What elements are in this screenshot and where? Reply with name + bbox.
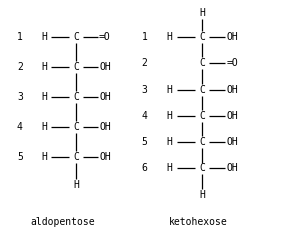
Text: 4: 4 <box>17 122 23 132</box>
Text: H: H <box>167 137 173 147</box>
Text: C: C <box>74 152 79 162</box>
Text: 1: 1 <box>142 32 147 42</box>
Text: H: H <box>200 190 205 200</box>
Text: C: C <box>74 122 79 132</box>
Text: OH: OH <box>226 85 238 95</box>
Text: C: C <box>74 32 79 42</box>
Text: C: C <box>74 92 79 102</box>
Text: OH: OH <box>226 137 238 147</box>
Text: 2: 2 <box>142 58 147 68</box>
Text: =O: =O <box>226 58 238 68</box>
Text: H: H <box>74 180 79 190</box>
Text: OH: OH <box>226 163 238 174</box>
Text: H: H <box>41 62 47 72</box>
Text: OH: OH <box>226 32 238 42</box>
Text: aldopentose: aldopentose <box>30 217 95 227</box>
Text: C: C <box>200 163 205 174</box>
Text: 5: 5 <box>17 152 23 162</box>
Text: 2: 2 <box>17 62 23 72</box>
Text: C: C <box>200 137 205 147</box>
Text: OH: OH <box>99 62 111 72</box>
Text: 3: 3 <box>142 85 147 95</box>
Text: H: H <box>167 32 173 42</box>
Text: OH: OH <box>99 152 111 162</box>
Text: H: H <box>167 111 173 121</box>
Text: H: H <box>41 92 47 102</box>
Text: 4: 4 <box>142 111 147 121</box>
Text: =O: =O <box>99 32 111 42</box>
Text: C: C <box>200 32 205 42</box>
Text: H: H <box>200 8 205 18</box>
Text: 1: 1 <box>17 32 23 42</box>
Text: H: H <box>41 122 47 132</box>
Text: 3: 3 <box>17 92 23 102</box>
Text: 6: 6 <box>142 163 147 174</box>
Text: ketohexose: ketohexose <box>169 217 228 227</box>
Text: H: H <box>41 152 47 162</box>
Text: H: H <box>41 32 47 42</box>
Text: OH: OH <box>99 122 111 132</box>
Text: OH: OH <box>99 92 111 102</box>
Text: C: C <box>74 62 79 72</box>
Text: H: H <box>167 85 173 95</box>
Text: C: C <box>200 58 205 68</box>
Text: H: H <box>167 163 173 174</box>
Text: C: C <box>200 85 205 95</box>
Text: OH: OH <box>226 111 238 121</box>
Text: 5: 5 <box>142 137 147 147</box>
Text: C: C <box>200 111 205 121</box>
